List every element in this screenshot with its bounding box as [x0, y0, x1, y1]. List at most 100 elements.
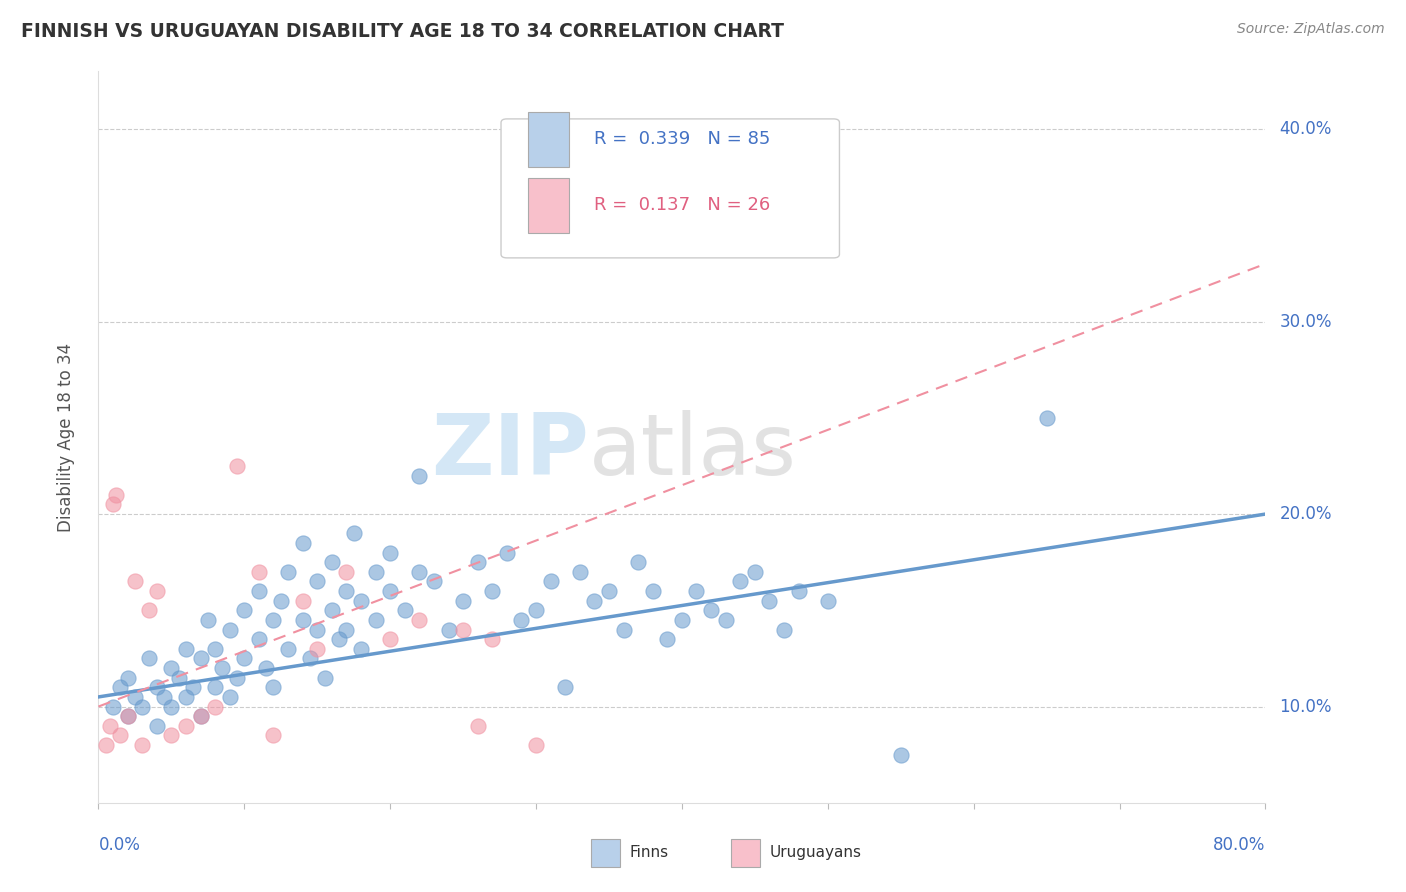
Point	[321, 555, 343, 569]
Point	[190, 709, 212, 723]
Point	[1035, 410, 1057, 425]
Point	[218, 690, 240, 704]
Text: Uruguayans: Uruguayans	[769, 845, 862, 860]
Point	[101, 498, 124, 512]
Point	[204, 681, 226, 695]
Point	[291, 613, 314, 627]
Point	[364, 613, 387, 627]
Point	[197, 613, 219, 627]
Point	[204, 699, 226, 714]
Point	[174, 641, 197, 656]
Point	[124, 690, 146, 704]
Point	[277, 565, 299, 579]
Point	[627, 555, 650, 569]
Point	[321, 603, 343, 617]
Point	[817, 593, 839, 607]
Point	[117, 709, 139, 723]
Point	[437, 623, 460, 637]
Text: 40.0%: 40.0%	[1279, 120, 1331, 138]
Point	[408, 468, 430, 483]
Text: atlas: atlas	[589, 410, 797, 493]
Point	[226, 458, 249, 473]
Point	[146, 719, 169, 733]
Point	[211, 661, 233, 675]
Point	[190, 651, 212, 665]
Point	[540, 574, 562, 589]
Point	[146, 584, 169, 599]
Point	[423, 574, 446, 589]
Point	[204, 641, 226, 656]
Point	[146, 681, 169, 695]
Point	[160, 728, 183, 742]
Point	[350, 641, 373, 656]
FancyBboxPatch shape	[731, 839, 761, 867]
Point	[380, 632, 402, 647]
Point	[583, 593, 606, 607]
Point	[700, 603, 723, 617]
Point	[307, 623, 329, 637]
Point	[394, 603, 416, 617]
Point	[685, 584, 707, 599]
Point	[98, 719, 121, 733]
Text: R =  0.137   N = 26: R = 0.137 N = 26	[595, 195, 770, 214]
Point	[307, 574, 329, 589]
Point	[153, 690, 176, 704]
Point	[744, 565, 766, 579]
Point	[524, 738, 547, 752]
Point	[270, 593, 292, 607]
Point	[101, 699, 124, 714]
Point	[226, 671, 249, 685]
Point	[510, 613, 533, 627]
Point	[671, 613, 693, 627]
Point	[131, 738, 153, 752]
Point	[451, 623, 474, 637]
Point	[110, 728, 132, 742]
Point	[233, 603, 256, 617]
Point	[481, 584, 503, 599]
FancyBboxPatch shape	[527, 178, 568, 233]
Text: 0.0%: 0.0%	[98, 836, 141, 854]
Point	[218, 623, 240, 637]
Point	[138, 603, 160, 617]
Point	[307, 641, 329, 656]
Y-axis label: Disability Age 18 to 34: Disability Age 18 to 34	[56, 343, 75, 532]
Point	[380, 545, 402, 559]
Point	[350, 593, 373, 607]
Point	[451, 593, 474, 607]
Point	[598, 584, 620, 599]
Point	[94, 738, 117, 752]
Text: 20.0%: 20.0%	[1279, 505, 1331, 523]
Point	[263, 728, 285, 742]
Point	[408, 613, 430, 627]
Point	[247, 632, 270, 647]
Point	[408, 565, 430, 579]
Point	[160, 699, 183, 714]
Point	[190, 709, 212, 723]
Text: FINNISH VS URUGUAYAN DISABILITY AGE 18 TO 34 CORRELATION CHART: FINNISH VS URUGUAYAN DISABILITY AGE 18 T…	[21, 22, 785, 41]
Point	[554, 681, 576, 695]
Text: R =  0.339   N = 85: R = 0.339 N = 85	[595, 130, 770, 148]
Point	[124, 574, 146, 589]
Point	[174, 690, 197, 704]
Point	[481, 632, 503, 647]
Point	[328, 632, 350, 647]
FancyBboxPatch shape	[591, 839, 620, 867]
Point	[181, 681, 204, 695]
Point	[773, 623, 796, 637]
Point	[524, 603, 547, 617]
Point	[174, 719, 197, 733]
Text: ZIP: ZIP	[430, 410, 589, 493]
Text: Source: ZipAtlas.com: Source: ZipAtlas.com	[1237, 22, 1385, 37]
Text: 30.0%: 30.0%	[1279, 312, 1331, 331]
Point	[335, 565, 357, 579]
Point	[758, 593, 780, 607]
Point	[104, 488, 127, 502]
Point	[335, 584, 357, 599]
Point	[263, 681, 285, 695]
Point	[364, 565, 387, 579]
Point	[291, 536, 314, 550]
Point	[247, 565, 270, 579]
Point	[254, 661, 277, 675]
Point	[247, 584, 270, 599]
Point	[167, 671, 190, 685]
